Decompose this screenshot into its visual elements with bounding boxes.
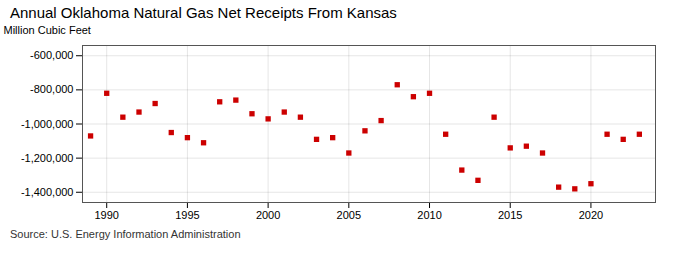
svg-text:2020: 2020: [579, 209, 603, 221]
svg-text:1995: 1995: [175, 209, 199, 221]
svg-text:2000: 2000: [256, 209, 280, 221]
svg-text:2005: 2005: [337, 209, 361, 221]
svg-text:2010: 2010: [417, 209, 441, 221]
svg-text:-800,000: -800,000: [30, 83, 73, 95]
svg-text:-600,000: -600,000: [30, 49, 73, 61]
svg-text:-1,200,000: -1,200,000: [21, 152, 74, 164]
html-text:Source: U.S. Energy Informatio: Source: U.S. Energy Information Administ…: [10, 228, 241, 240]
svg-text:1990: 1990: [94, 209, 118, 221]
svg-text:-1,400,000: -1,400,000: [21, 186, 74, 198]
html-text:Annual Oklahoma Natural Gas Ne: Annual Oklahoma Natural Gas Net Receipts…: [10, 4, 397, 21]
svg-text:-1,000,000: -1,000,000: [21, 118, 74, 130]
svg-text:Million Cubic Feet: Million Cubic Feet: [4, 24, 91, 36]
svg-text:2015: 2015: [498, 209, 522, 221]
